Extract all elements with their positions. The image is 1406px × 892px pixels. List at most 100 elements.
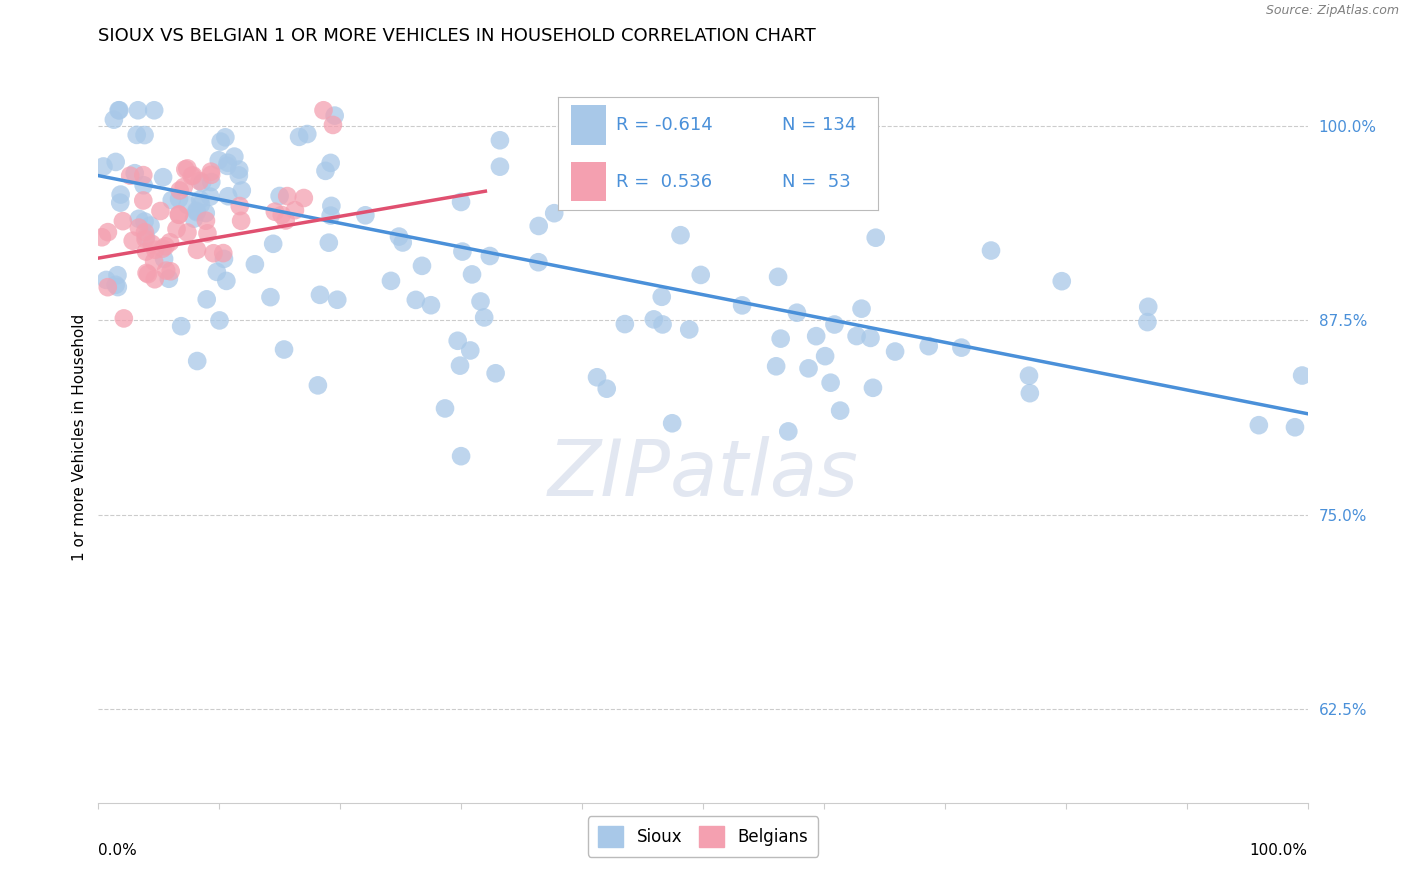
Point bbox=[1247, 418, 1270, 433]
Point bbox=[134, 214, 156, 228]
Point bbox=[1018, 386, 1040, 401]
Point bbox=[125, 128, 148, 142]
Point bbox=[231, 184, 253, 198]
Point bbox=[90, 230, 112, 244]
Point bbox=[586, 370, 609, 384]
Point bbox=[200, 175, 222, 189]
Point bbox=[215, 274, 238, 288]
Point bbox=[354, 208, 377, 222]
Point bbox=[292, 191, 315, 205]
Point bbox=[176, 198, 198, 212]
Point bbox=[388, 229, 411, 244]
Point bbox=[765, 359, 787, 374]
Point bbox=[461, 268, 484, 282]
Point bbox=[167, 208, 190, 222]
Point bbox=[157, 271, 180, 285]
Point bbox=[434, 401, 457, 416]
Point bbox=[111, 214, 134, 228]
Point bbox=[309, 288, 332, 302]
Point bbox=[135, 244, 157, 259]
Point bbox=[804, 329, 827, 343]
Point bbox=[269, 189, 291, 203]
Point bbox=[135, 230, 157, 244]
Point bbox=[689, 268, 711, 282]
Point bbox=[865, 230, 887, 244]
Point bbox=[786, 306, 808, 320]
Point bbox=[862, 381, 884, 395]
Point bbox=[112, 311, 135, 326]
Point bbox=[447, 334, 470, 348]
Point bbox=[1291, 368, 1313, 383]
Point bbox=[108, 103, 131, 118]
Point bbox=[173, 180, 195, 194]
Point bbox=[176, 161, 198, 176]
Point bbox=[228, 162, 250, 177]
Point bbox=[143, 272, 166, 286]
Point bbox=[485, 366, 508, 380]
Text: 100.0%: 100.0% bbox=[1250, 843, 1308, 858]
Point bbox=[209, 135, 232, 149]
Point bbox=[104, 155, 127, 169]
Point bbox=[134, 128, 156, 142]
Point bbox=[229, 214, 252, 228]
Point bbox=[212, 246, 235, 260]
Point bbox=[318, 235, 340, 250]
Point bbox=[489, 160, 512, 174]
Point bbox=[489, 133, 512, 147]
Point bbox=[274, 213, 297, 227]
Point bbox=[153, 252, 176, 266]
Point bbox=[478, 249, 501, 263]
Point bbox=[1137, 300, 1160, 314]
Point bbox=[859, 331, 882, 345]
Point bbox=[135, 266, 157, 280]
Point bbox=[1284, 420, 1306, 434]
Point bbox=[259, 290, 281, 304]
Point bbox=[208, 153, 231, 168]
Point bbox=[405, 293, 427, 307]
Point bbox=[183, 211, 205, 226]
Point bbox=[205, 265, 228, 279]
Point bbox=[152, 170, 174, 185]
Point bbox=[950, 341, 973, 355]
Point bbox=[208, 313, 231, 327]
Point bbox=[128, 220, 150, 235]
Point bbox=[391, 235, 413, 250]
Point bbox=[186, 205, 208, 219]
Point bbox=[845, 329, 868, 343]
Point bbox=[120, 169, 142, 183]
Point bbox=[155, 263, 177, 277]
Point bbox=[543, 206, 565, 220]
Point bbox=[820, 376, 842, 390]
Point bbox=[149, 204, 172, 219]
Point bbox=[823, 318, 845, 332]
Point bbox=[451, 244, 474, 259]
Text: SIOUX VS BELGIAN 1 OR MORE VEHICLES IN HOUSEHOLD CORRELATION CHART: SIOUX VS BELGIAN 1 OR MORE VEHICLES IN H… bbox=[98, 27, 815, 45]
Text: ZIPatlas: ZIPatlas bbox=[547, 435, 859, 512]
Point bbox=[217, 159, 239, 173]
Point bbox=[980, 244, 1002, 258]
Point bbox=[651, 318, 673, 332]
Point bbox=[613, 317, 636, 331]
Point bbox=[678, 322, 700, 336]
Point bbox=[643, 312, 665, 326]
Point bbox=[186, 203, 208, 218]
Point bbox=[314, 164, 336, 178]
Point bbox=[307, 378, 329, 392]
Point bbox=[270, 208, 292, 222]
Point bbox=[139, 219, 162, 233]
Point bbox=[731, 298, 754, 312]
Point bbox=[174, 162, 197, 177]
Point bbox=[1050, 274, 1073, 288]
Point bbox=[110, 195, 132, 210]
Point bbox=[1018, 368, 1040, 383]
Point bbox=[276, 189, 298, 203]
Point bbox=[420, 298, 443, 312]
Point bbox=[766, 269, 789, 284]
Point bbox=[103, 112, 125, 127]
Point bbox=[159, 264, 181, 278]
Point bbox=[380, 274, 402, 288]
Point bbox=[167, 192, 190, 206]
Point bbox=[135, 232, 157, 246]
Point bbox=[596, 382, 619, 396]
Point bbox=[160, 193, 183, 207]
